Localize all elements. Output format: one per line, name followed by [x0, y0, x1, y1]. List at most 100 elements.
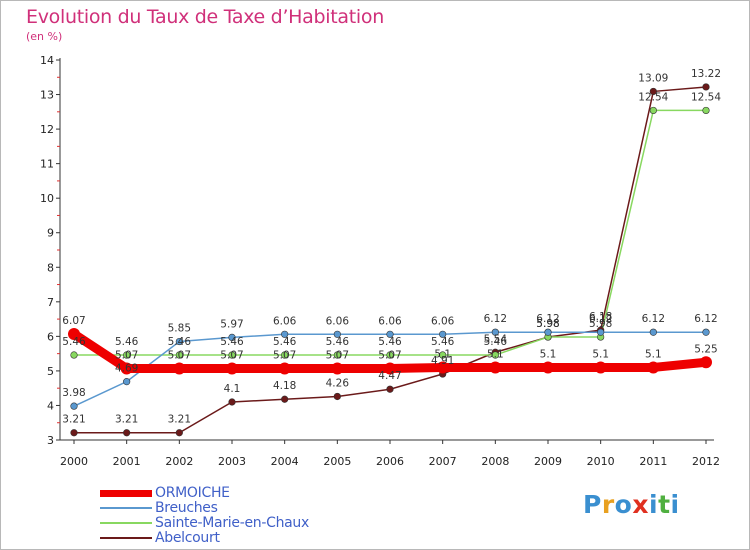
- data-point: [175, 351, 183, 359]
- data-label: 6.12: [536, 313, 559, 325]
- data-label: 5.46: [168, 336, 192, 348]
- data-point: [542, 361, 554, 374]
- legend-item-abelcourt[interactable]: Abelcourt: [100, 530, 400, 546]
- data-label: 6.12: [642, 313, 665, 325]
- x-tick-label: 2012: [692, 455, 720, 468]
- data-point: [702, 328, 710, 336]
- data-label: 6.06: [431, 315, 455, 327]
- proxiti-logo: Proxiti: [583, 490, 680, 519]
- legend-label: Breuches: [155, 500, 218, 516]
- data-point: [597, 328, 605, 336]
- x-tick-label: 2010: [587, 455, 615, 468]
- data-point: [70, 402, 78, 410]
- data-point: [70, 429, 78, 437]
- data-label: 4.47: [378, 370, 401, 382]
- x-tick-label: 2005: [323, 455, 351, 468]
- logo-letter: x: [632, 490, 649, 519]
- legend-label: Sainte-Marie-en-Chaux: [155, 515, 309, 531]
- logo-letter: P: [583, 490, 602, 519]
- data-point: [702, 106, 710, 115]
- data-point: [439, 330, 447, 338]
- data-label: 6.12: [694, 313, 717, 325]
- data-label: 5.46: [220, 336, 244, 348]
- data-point: [120, 362, 133, 375]
- legend-swatch: [100, 537, 152, 539]
- data-point: [647, 361, 660, 374]
- data-point: [281, 395, 289, 403]
- data-label: 6.06: [273, 315, 297, 327]
- data-label: 6.07: [62, 315, 85, 327]
- data-label: 5.46: [484, 336, 508, 348]
- legend-swatch: [100, 490, 152, 497]
- data-point: [594, 361, 607, 374]
- y-tick-label: 7: [47, 296, 54, 309]
- y-tick-label: 4: [47, 399, 54, 412]
- x-tick-label: 2011: [639, 455, 667, 468]
- data-point: [333, 330, 341, 338]
- data-label: 5.98: [536, 318, 559, 330]
- legend-item-breuches[interactable]: Breuches: [100, 500, 400, 516]
- data-label: 5.1: [434, 348, 451, 360]
- data-label: 5.07: [168, 349, 191, 361]
- x-tick-label: 2007: [429, 455, 457, 468]
- data-point: [333, 351, 341, 359]
- x-tick-label: 2001: [113, 455, 141, 468]
- data-point: [436, 361, 449, 374]
- data-label: 5.98: [589, 318, 612, 330]
- data-point: [123, 429, 131, 437]
- logo-letter: i: [670, 490, 680, 519]
- chart-title: Evolution du Taux de Taxe d’Habitation: [26, 6, 384, 28]
- data-label: 6.12: [589, 313, 612, 325]
- legend-item-sainte-marie-en-chaux[interactable]: Sainte-Marie-en-Chaux: [100, 515, 400, 531]
- x-tick-label: 2004: [271, 455, 299, 468]
- data-point: [649, 87, 657, 96]
- data-label: 6.18: [589, 311, 612, 323]
- y-tick-label: 5: [47, 365, 54, 378]
- logo-letter: r: [601, 490, 615, 519]
- data-label: 4.26: [326, 377, 350, 389]
- y-tick-label: 9: [47, 227, 54, 240]
- data-label: 5.07: [115, 349, 138, 361]
- x-tick-label: 2008: [481, 455, 509, 468]
- data-label: 5.85: [168, 323, 191, 335]
- y-tick-label: 10: [40, 192, 54, 205]
- data-label: 13.22: [691, 68, 721, 80]
- data-label: 5.1: [645, 348, 662, 360]
- legend-label: ORMOICHE: [155, 485, 230, 501]
- y-tick-label: 8: [47, 261, 54, 274]
- y-tick-label: 13: [40, 89, 54, 102]
- data-point: [489, 361, 502, 374]
- legend-item-ormoiche[interactable]: ORMOICHE: [100, 485, 400, 501]
- data-label: 12.54: [691, 91, 721, 103]
- data-point: [384, 362, 396, 375]
- data-label: 5.07: [378, 349, 401, 361]
- data-label: 5.46: [431, 336, 455, 348]
- data-label: 3.21: [62, 414, 85, 426]
- data-point: [491, 328, 499, 336]
- data-label: 4.1: [224, 383, 241, 395]
- logo-letter: i: [649, 490, 659, 519]
- data-point: [175, 429, 183, 437]
- data-label: 5.07: [273, 349, 296, 361]
- data-label: 6.12: [484, 313, 507, 325]
- legend-swatch: [100, 522, 152, 524]
- data-label: 5.25: [694, 343, 717, 355]
- data-label: 3.21: [115, 414, 138, 426]
- data-point: [278, 362, 291, 375]
- data-point: [281, 351, 289, 359]
- data-point: [281, 330, 289, 338]
- data-label: 5.46: [115, 336, 139, 348]
- data-label: 6.06: [378, 315, 402, 327]
- y-axis-unit: (en %): [26, 30, 63, 43]
- logo-letter: t: [658, 490, 671, 519]
- x-tick-label: 2002: [165, 455, 193, 468]
- data-label: 5.98: [536, 318, 559, 330]
- data-point: [386, 351, 394, 359]
- data-point: [68, 327, 80, 340]
- data-label: 5.46: [62, 336, 86, 348]
- data-label: 3.98: [62, 387, 85, 399]
- data-point: [702, 83, 710, 91]
- data-label: 4.69: [115, 363, 138, 375]
- data-label: 5.1: [487, 348, 504, 360]
